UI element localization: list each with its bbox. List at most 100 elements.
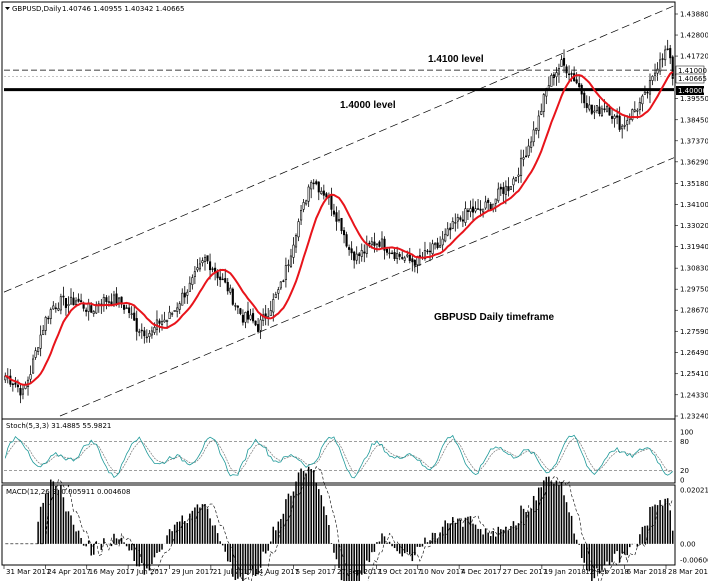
macd-bar [222, 544, 224, 546]
candle-body [649, 80, 651, 94]
candle-body [219, 277, 221, 280]
macd-bar [457, 519, 459, 544]
macd-bar [288, 494, 290, 544]
candle-body [22, 389, 24, 394]
macd-bar [273, 527, 275, 544]
macd-bar [505, 527, 507, 544]
symbol-header: GBPUSD,Daily [12, 5, 61, 13]
candle-body [609, 108, 611, 116]
macd-bar [250, 544, 252, 571]
macd-bar [389, 542, 391, 544]
price-tick-label: 1.26490 [680, 349, 708, 357]
macd-bar [510, 526, 512, 544]
price-tick-label: 1.27590 [680, 328, 708, 336]
macd-bar [535, 500, 537, 543]
candle-body [667, 49, 669, 50]
price-tick-label: 1.23240 [680, 413, 708, 421]
macd-bar [204, 504, 206, 544]
macd-bar [495, 537, 497, 544]
candle-body [313, 183, 315, 184]
candle-body [601, 109, 603, 116]
candle-body [169, 312, 171, 318]
macd-bar [427, 542, 429, 544]
candle-body [133, 313, 135, 320]
macd-bar [189, 514, 191, 544]
candle-body [578, 83, 580, 86]
candle-body [146, 337, 148, 338]
time-tick-label: 10 Nov 2017 [420, 568, 465, 576]
candle-body [333, 211, 335, 214]
macd-bar [407, 544, 409, 552]
candle-body [353, 252, 355, 260]
candle-body [538, 116, 540, 130]
time-tick-label: 28 Mar 2018 [668, 568, 708, 576]
macd-bar [528, 512, 530, 544]
macd-bar [632, 544, 634, 545]
macd-bar [159, 544, 161, 552]
candle-body [442, 239, 444, 245]
macd-bar [187, 523, 189, 544]
candle-body [199, 264, 201, 269]
macd-bar [209, 518, 211, 543]
macd-bar [386, 543, 388, 544]
candle-body [452, 221, 454, 228]
candle-body [65, 298, 67, 307]
macd-bar [556, 481, 558, 544]
candle-body [447, 229, 449, 235]
candle-body [78, 299, 80, 301]
candle-body [632, 110, 634, 120]
macd-bar [492, 531, 494, 544]
macd-bar [568, 512, 570, 544]
candle-body [136, 318, 138, 331]
macd-bar [563, 495, 565, 544]
candle-body [611, 116, 613, 118]
time-tick-label: 6 Mar 2018 [627, 568, 667, 576]
candle-body [642, 96, 644, 104]
macd-bar [315, 482, 317, 543]
macd-bar [275, 530, 277, 544]
macd-bar [601, 544, 603, 570]
candle-body [310, 182, 312, 189]
price-tick-label: 1.36290 [680, 158, 708, 166]
collapse-triangle-icon[interactable] [5, 7, 10, 10]
candle-body [412, 259, 414, 262]
macd-bar [558, 485, 560, 543]
candle-body [179, 304, 181, 310]
candle-body [247, 311, 249, 319]
candle-body [321, 191, 323, 193]
candle-body [369, 243, 371, 244]
candle-body [409, 255, 411, 261]
macd-bar [649, 507, 651, 544]
candle-body [616, 116, 618, 118]
candle-body [624, 125, 626, 126]
stoch-signal-line [5, 438, 672, 473]
candle-body [288, 265, 290, 266]
stoch-tick-label: 20 [680, 467, 689, 475]
candle-body [224, 278, 226, 282]
candle-body [189, 283, 191, 291]
candle-body [644, 92, 646, 94]
macd-bar [295, 482, 297, 544]
candle-body [245, 312, 247, 322]
candle-body [341, 218, 343, 230]
time-tick-label: 24 Apr 2017 [47, 568, 90, 576]
candle-body [336, 213, 338, 222]
macd-bar [85, 544, 87, 546]
macd-bar [508, 530, 510, 544]
macd-bar [207, 509, 209, 544]
macd-bar [538, 488, 540, 544]
macd-bar [65, 511, 67, 543]
candle-body [17, 385, 19, 387]
candle-body [568, 74, 570, 75]
time-tick-label: 16 May 2017 [89, 568, 135, 576]
stoch-header: Stoch(5,3,3) 31.4885 55.9821 [6, 422, 111, 430]
macd-bar [523, 509, 525, 544]
time-tick-label: 19 Jan 2018 [544, 568, 586, 576]
price-tick-label: 1.34100 [680, 201, 708, 209]
macd-bar [323, 506, 325, 543]
time-tick-label: 14 Aug 2017 [254, 568, 299, 576]
macd-bar [619, 544, 621, 562]
candle-body [58, 308, 60, 310]
candle-body [207, 256, 209, 261]
